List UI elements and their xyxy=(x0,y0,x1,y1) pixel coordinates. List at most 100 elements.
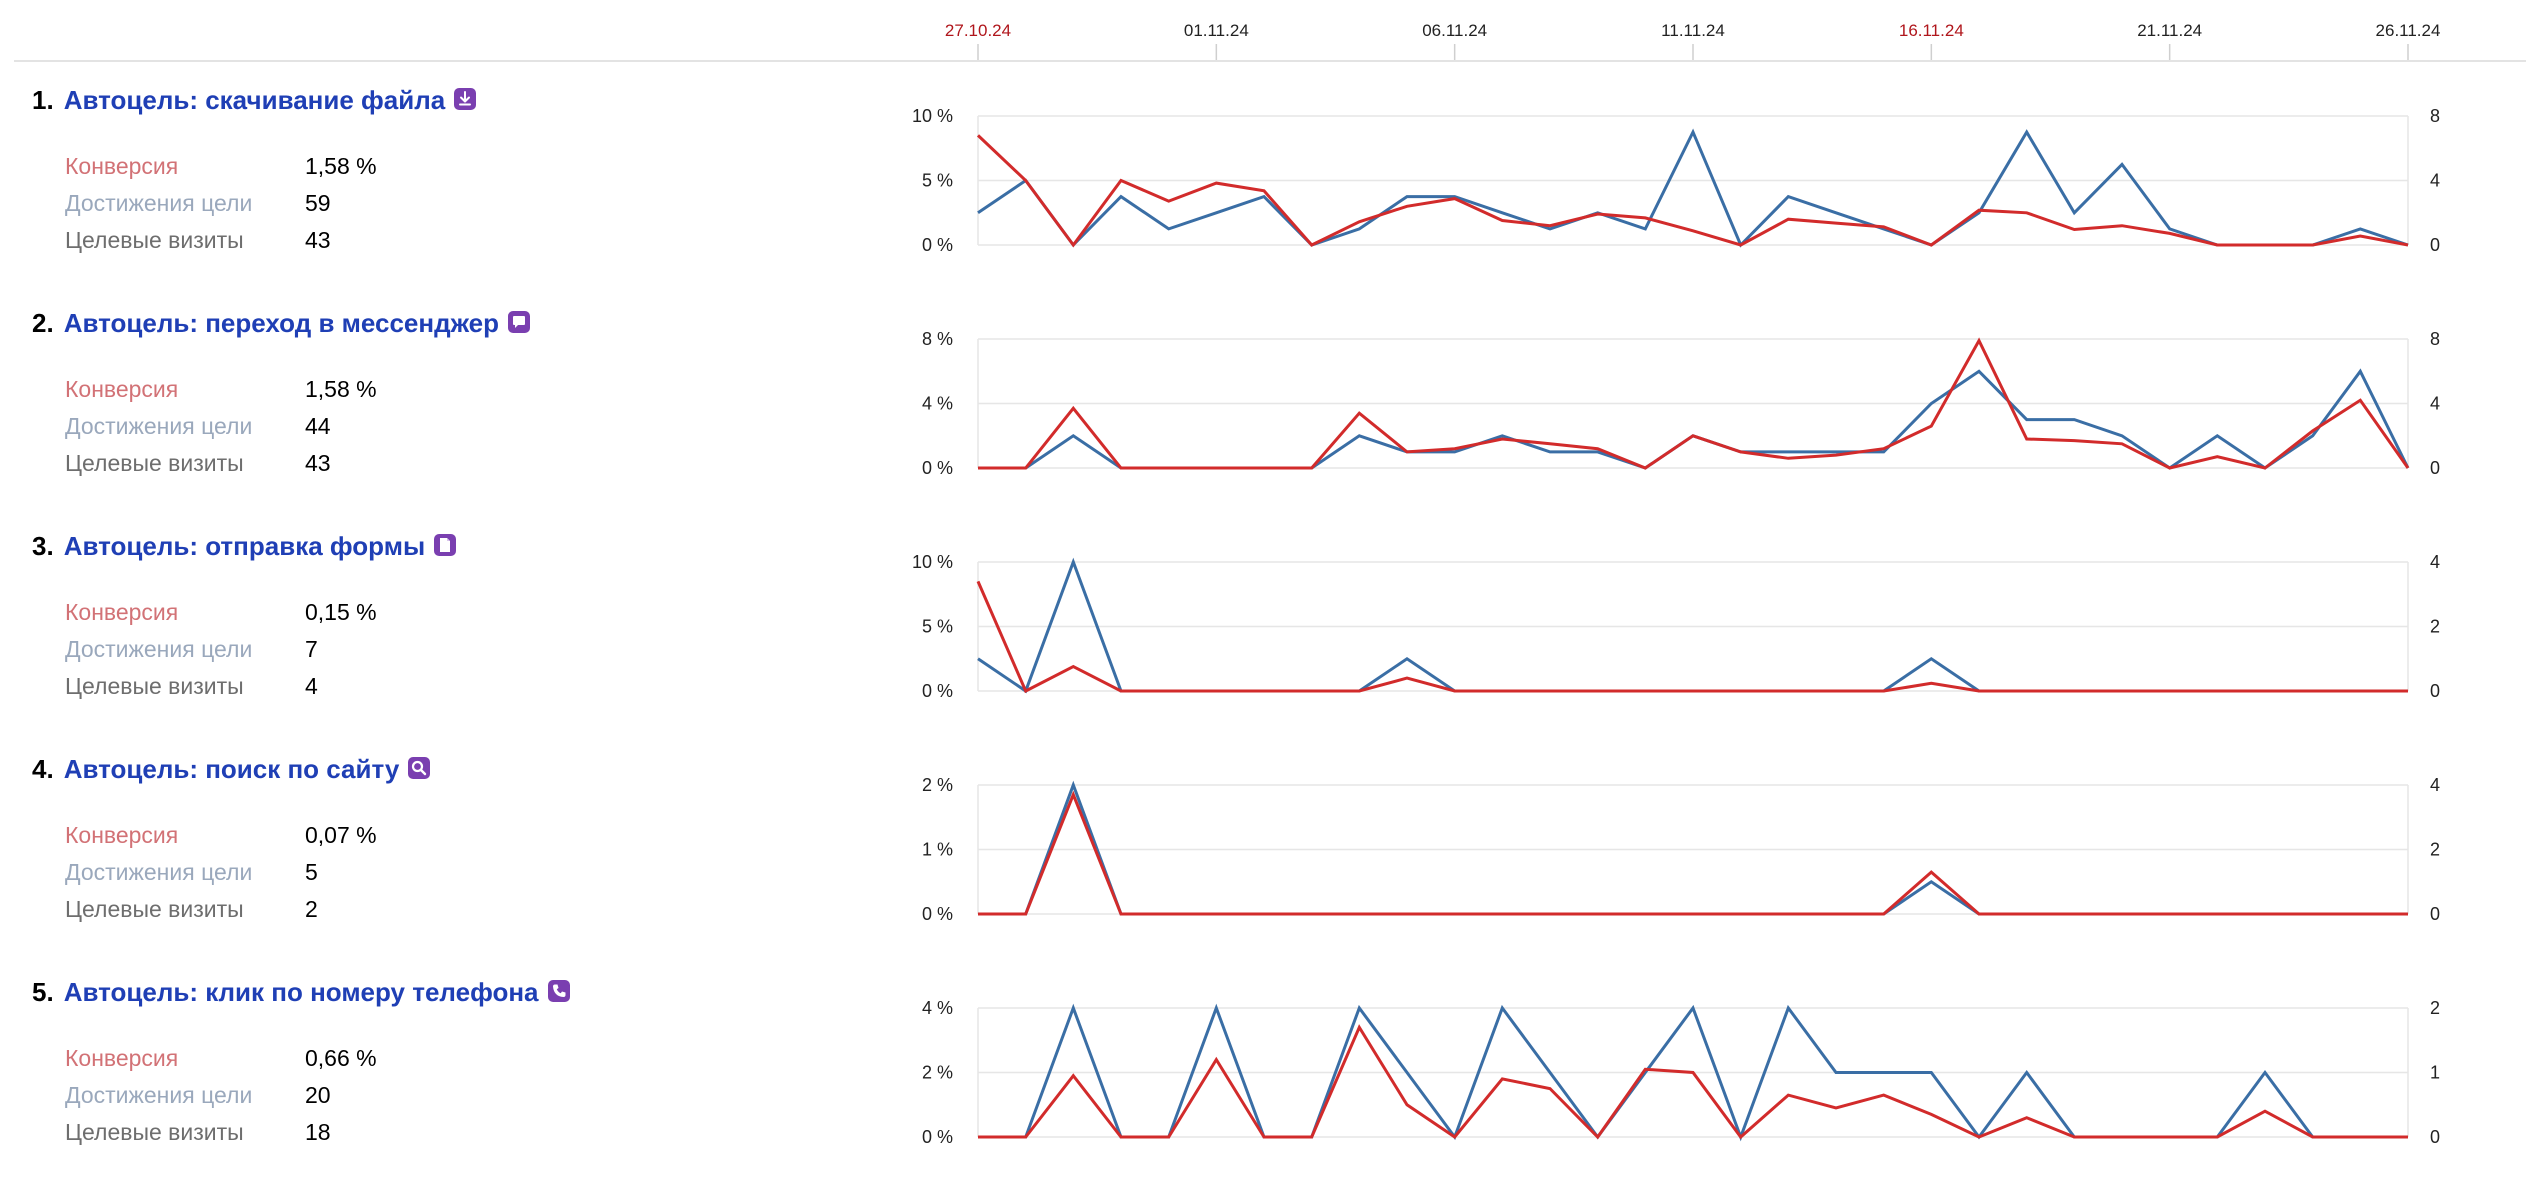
left-tick-label: 1 % xyxy=(922,840,953,860)
date-tick-label: 06.11.24 xyxy=(1422,21,1487,40)
reaches-value: 7 xyxy=(305,635,318,662)
right-tick-label: 8 xyxy=(2430,329,2440,349)
right-tick-label: 8 xyxy=(2430,106,2440,126)
date-tick-label: 01.11.24 xyxy=(1184,21,1249,40)
goal-title: 3. Автоцель: отправка формы xyxy=(32,526,457,566)
right-tick-label: 4 xyxy=(2430,171,2440,191)
conversion-label: Конверсия xyxy=(65,152,179,179)
goal-number: 3. xyxy=(32,530,54,561)
visits-value: 18 xyxy=(305,1118,331,1145)
goal-chart-2: 0 % 0 4 % 4 8 % 8 xyxy=(922,329,2440,478)
goal-block-4: 4. Автоцель: поиск по сайту Конверсия 0,… xyxy=(0,749,2526,971)
left-tick-label: 0 % xyxy=(922,235,953,255)
goal-chart-1: 0 % 0 5 % 4 10 % 8 xyxy=(912,106,2440,255)
right-tick-label: 2 xyxy=(2430,998,2440,1018)
conversion-label: Конверсия xyxy=(65,598,179,625)
goal-title: 1. Автоцель: скачивание файла xyxy=(32,80,477,120)
goal-chart-5: 0 % 0 2 % 1 4 % 2 xyxy=(922,998,2440,1147)
conversion-value: 0,07 % xyxy=(305,821,377,848)
visits-row: Целевые визиты 43 xyxy=(65,222,331,258)
right-tick-label: 4 xyxy=(2430,775,2440,795)
phone-icon xyxy=(547,980,570,1002)
conversion-label: Конверсия xyxy=(65,1044,179,1071)
date-tick-label: 26.11.24 xyxy=(2376,21,2441,40)
date-tick-label: 21.11.24 xyxy=(2137,21,2202,40)
reaches-row: Достижения цели 59 xyxy=(65,185,331,221)
visits-value: 43 xyxy=(305,226,331,253)
conversion-row: Конверсия 0,66 % xyxy=(65,1040,377,1076)
conversion-series-line xyxy=(978,1024,2408,1140)
reaches-value: 59 xyxy=(305,189,331,216)
reaches-row: Достижения цели 44 xyxy=(65,408,331,444)
reaches-value: 44 xyxy=(305,412,331,439)
visits-value: 2 xyxy=(305,895,318,922)
visits-series-line xyxy=(978,368,2410,470)
reaches-label: Достижения цели xyxy=(65,1081,253,1108)
goal-block-5: 5. Автоцель: клик по номеру телефона Кон… xyxy=(0,972,2526,1194)
visits-label: Целевые визиты xyxy=(65,895,244,922)
goal-name-link[interactable]: Автоцель: поиск по сайту xyxy=(63,753,400,784)
reaches-label: Достижения цели xyxy=(65,858,253,885)
reaches-row: Достижения цели 7 xyxy=(65,631,318,667)
conversion-series-line xyxy=(978,337,2410,470)
right-tick-label: 4 xyxy=(2430,394,2440,414)
goal-number: 5. xyxy=(32,976,54,1007)
reaches-label: Достижения цели xyxy=(65,412,253,439)
left-tick-label: 4 % xyxy=(922,394,953,414)
left-tick-label: 2 % xyxy=(922,1063,953,1083)
visits-value: 43 xyxy=(305,449,331,476)
right-tick-label: 2 xyxy=(2430,617,2440,637)
date-tick-label: 16.11.24 xyxy=(1899,21,1964,40)
conversion-label: Конверсия xyxy=(65,821,179,848)
reaches-value: 5 xyxy=(305,858,318,885)
reaches-row: Достижения цели 5 xyxy=(65,854,318,890)
goal-number: 4. xyxy=(32,753,54,784)
conversion-value: 1,58 % xyxy=(305,152,377,179)
goal-name-link[interactable]: Автоцель: скачивание файла xyxy=(63,84,446,115)
reaches-row: Достижения цели 20 xyxy=(65,1077,331,1113)
goal-name-link[interactable]: Автоцель: клик по номеру телефона xyxy=(63,976,539,1007)
conversion-row: Конверсия 1,58 % xyxy=(65,371,377,407)
goal-block-3: 3. Автоцель: отправка формы Конверсия 0,… xyxy=(0,526,2526,748)
left-tick-label: 0 % xyxy=(922,1127,953,1147)
reaches-value: 20 xyxy=(305,1081,331,1108)
search-icon xyxy=(408,757,431,779)
left-tick-label: 10 % xyxy=(912,106,953,126)
visits-label: Целевые визиты xyxy=(65,1118,244,1145)
reaches-label: Достижения цели xyxy=(65,189,253,216)
visits-row: Целевые визиты 43 xyxy=(65,445,331,481)
visits-row: Целевые визиты 18 xyxy=(65,1114,331,1150)
conversion-row: Конверсия 0,15 % xyxy=(65,594,377,630)
header-divider xyxy=(14,60,2526,62)
visits-label: Целевые визиты xyxy=(65,449,244,476)
conversion-value: 0,66 % xyxy=(305,1044,377,1071)
left-tick-label: 0 % xyxy=(922,458,953,478)
left-tick-label: 4 % xyxy=(922,998,953,1018)
conversion-value: 0,15 % xyxy=(305,598,377,625)
goal-number: 2. xyxy=(32,307,54,338)
left-tick-label: 2 % xyxy=(922,775,953,795)
left-tick-label: 5 % xyxy=(922,171,953,191)
date-tick-label: 27.10.24 xyxy=(945,21,1011,40)
goal-title: 5. Автоцель: клик по номеру телефона xyxy=(32,972,570,1012)
goal-title: 4. Автоцель: поиск по сайту xyxy=(32,749,431,789)
right-tick-label: 1 xyxy=(2430,1063,2440,1083)
goal-chart-3: 0 % 0 5 % 2 10 % 4 xyxy=(912,552,2440,701)
right-tick-label: 0 xyxy=(2430,1127,2440,1147)
visits-row: Целевые визиты 2 xyxy=(65,891,318,927)
date-tick-label: 11.11.24 xyxy=(1661,21,1725,40)
right-tick-label: 0 xyxy=(2430,904,2440,924)
visits-label: Целевые визиты xyxy=(65,672,244,699)
goal-name-link[interactable]: Автоцель: отправка формы xyxy=(63,530,426,561)
right-tick-label: 0 xyxy=(2430,681,2440,701)
visits-label: Целевые визиты xyxy=(65,226,244,253)
reaches-label: Достижения цели xyxy=(65,635,253,662)
date-axis: 27.10.24 01.11.24 06.11.24 11.11.24 16.11.24… xyxy=(945,21,2441,62)
conversion-value: 1,58 % xyxy=(305,375,377,402)
left-tick-label: 0 % xyxy=(922,904,953,924)
goal-block-1: 1. Автоцель: скачивание файла Конверсия … xyxy=(0,80,2526,302)
right-tick-label: 0 xyxy=(2430,235,2440,255)
goal-name-link[interactable]: Автоцель: переход в мессенджер xyxy=(63,307,500,338)
right-tick-label: 0 xyxy=(2430,458,2440,478)
conversion-series-line xyxy=(978,790,2408,916)
